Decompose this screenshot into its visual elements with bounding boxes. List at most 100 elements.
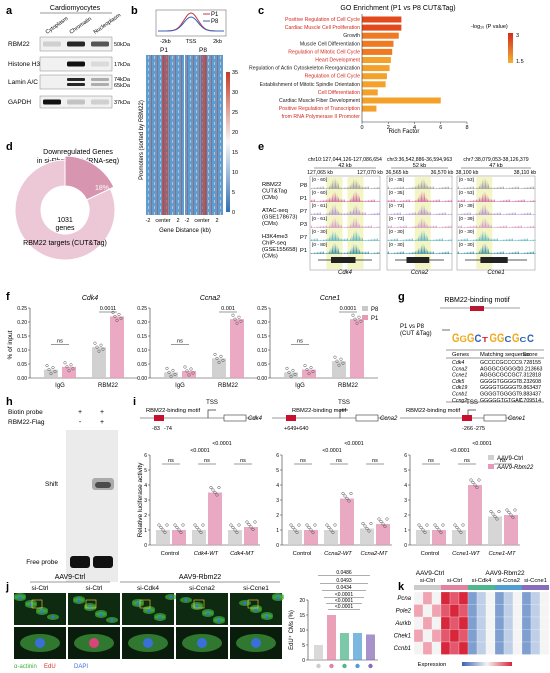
panel-a-blots: RBM22 50kDa Histone H3 17kDa Lamin A/C 74kDa6… bbox=[8, 36, 131, 109]
motif-letter-9: C bbox=[520, 335, 527, 343]
j-bar-4 bbox=[366, 634, 375, 660]
f-group-1-1: RBM22 bbox=[218, 383, 239, 389]
emsa-row-label-1: RBM22-Flag bbox=[8, 419, 45, 426]
f-dot-1-1-1 bbox=[185, 369, 189, 373]
k-cell-4-6 bbox=[467, 641, 478, 655]
table-cell-4-0: Cdk19 bbox=[452, 385, 467, 391]
k-cell-2-13 bbox=[530, 616, 541, 630]
i-p1-1: <0.0001 bbox=[344, 441, 363, 447]
k-cell-3-10 bbox=[503, 629, 514, 643]
k-cell-1-10 bbox=[503, 604, 514, 618]
go-bar-9 bbox=[362, 89, 378, 96]
locus-coords-1: chr3:36,542,886-36,594,963 bbox=[387, 157, 452, 163]
table-header-2: Score bbox=[522, 352, 537, 358]
heatmap-xlabel: Gene Distance (kb) bbox=[159, 228, 211, 234]
locus-coords-0: chr10:127,044,126-127,086,654 bbox=[308, 157, 382, 163]
i-dot-2-3-3 bbox=[475, 485, 479, 490]
f-dot-1-3-3 bbox=[237, 315, 241, 319]
i-ytick-2-3: 3 bbox=[404, 498, 407, 504]
track-group-label-1-line-1: (GSE178673) bbox=[262, 215, 298, 221]
k-cell-1-0 bbox=[413, 604, 424, 618]
f-dot-0-3-0 bbox=[111, 310, 115, 314]
i-legend-swatch-rbm22 bbox=[488, 464, 494, 469]
f-ytick-1-5: 0.25 bbox=[137, 306, 147, 312]
k-cell-4-5 bbox=[458, 641, 469, 655]
i-p0-2: <0.0001 bbox=[450, 448, 469, 454]
i-dot-2-3-1 bbox=[471, 480, 475, 485]
blot-band-1-2 bbox=[91, 61, 109, 67]
j-nucleus-1-4 bbox=[77, 599, 81, 603]
f-bar-2-3 bbox=[350, 319, 364, 378]
k-cell-0-1 bbox=[422, 591, 433, 605]
panel-i-letter: i bbox=[133, 396, 136, 408]
i-gene-0: Cdk4 bbox=[248, 416, 263, 422]
i-ns-2-0: ns bbox=[428, 458, 434, 464]
table-cell-6-2: 7.709514 bbox=[519, 398, 541, 404]
i-bar-2-3 bbox=[468, 485, 482, 545]
i-dot-1-3-3 bbox=[347, 499, 351, 503]
f-ytick-2-2: 0.10 bbox=[257, 348, 267, 354]
go-term-6: Regulation of Actin Cytoskeleton Reorgan… bbox=[249, 66, 360, 72]
i-pos-a-2: -266 bbox=[462, 426, 473, 432]
i-bar-0-3 bbox=[208, 492, 222, 545]
k-cell-2-7 bbox=[476, 616, 487, 630]
j-group-1: AAV9-Rbm22 bbox=[179, 574, 221, 581]
i-dot-2-1-3 bbox=[439, 530, 443, 535]
i-dot-1-1-1 bbox=[307, 525, 311, 530]
i-dot-1-5-2 bbox=[381, 522, 385, 526]
f-group-2-1: RBM22 bbox=[338, 383, 359, 389]
j-nucleus-3-3 bbox=[184, 598, 188, 602]
k-cell-4-12 bbox=[521, 641, 532, 655]
f-dot-0-0-1 bbox=[47, 368, 51, 372]
k-cell-3-6 bbox=[467, 629, 478, 643]
k-cell-2-3 bbox=[440, 616, 451, 630]
emsa-sign-0-0: + bbox=[78, 409, 82, 416]
heat-xtick-0-0: -2 bbox=[146, 218, 151, 224]
k-cell-1-11 bbox=[512, 604, 523, 618]
i-dot-0-5-3 bbox=[251, 527, 255, 532]
k-expression-label: Expression bbox=[418, 662, 447, 668]
k-cell-2-1 bbox=[422, 616, 433, 630]
panel-k-letter: k bbox=[398, 581, 405, 593]
k-cell-3-13 bbox=[530, 629, 541, 643]
profile-xtick-0: -2kb bbox=[160, 39, 171, 45]
i-dot-2-3-0 bbox=[469, 478, 473, 482]
i-ytick-1-6: 6 bbox=[276, 453, 279, 459]
go-bar-10 bbox=[362, 97, 441, 104]
i-dot-0-4-4 bbox=[237, 523, 241, 527]
i-dot-0-0-0 bbox=[157, 523, 161, 527]
i-ytick-2-0: 0 bbox=[404, 543, 407, 549]
i-dot-0-1-4 bbox=[181, 523, 185, 527]
i-dot-2-4-3 bbox=[495, 517, 499, 521]
blot-column-2: Nucleoplasm bbox=[93, 12, 123, 35]
go-term-1: Cardiac Muscle Cell Proliferation bbox=[285, 25, 360, 31]
i-dot-1-4-4 bbox=[369, 521, 373, 526]
f-dot-2-2-2 bbox=[337, 363, 341, 367]
f-dot-1-1-2 bbox=[187, 373, 191, 377]
k-cell-1-8 bbox=[485, 604, 496, 618]
j-nucleus-1-6 bbox=[99, 613, 103, 617]
panel-h: h Biotin probe + + RBM22-Flag - + Shift Free pr… bbox=[6, 396, 118, 582]
i-bar-0-1 bbox=[172, 530, 186, 545]
track-group-label-1-line-0: ATAC-seq bbox=[262, 208, 288, 214]
k-cell-0-8 bbox=[485, 591, 496, 605]
blot-band-3-1 bbox=[67, 99, 85, 105]
i-dot-2-3-4 bbox=[477, 478, 481, 482]
i-ytick-1-0: 0 bbox=[276, 543, 279, 549]
k-cell-0-10 bbox=[503, 591, 514, 605]
i-pos-b-2: -275 bbox=[474, 426, 485, 432]
i-ytick-1-1: 1 bbox=[276, 528, 279, 534]
k-cell-0-0 bbox=[413, 591, 424, 605]
track-name-4: P7 bbox=[300, 235, 307, 241]
i-tss-arrow-1 bbox=[339, 409, 348, 418]
f-ytick-1-4: 0.20 bbox=[137, 320, 147, 326]
heatmap-title-p8: P8 bbox=[199, 47, 207, 54]
track-name-2: P7 bbox=[300, 209, 307, 215]
i-motif-box-0 bbox=[154, 415, 164, 421]
k-cell-4-14 bbox=[539, 641, 550, 655]
scale-label-2: 47 kb bbox=[489, 163, 502, 169]
i-motif-1: RBM22-binding motif bbox=[292, 408, 347, 414]
i-dot-1-4-3 bbox=[367, 529, 371, 533]
k-col-3: si-Ccna2 bbox=[497, 578, 520, 584]
